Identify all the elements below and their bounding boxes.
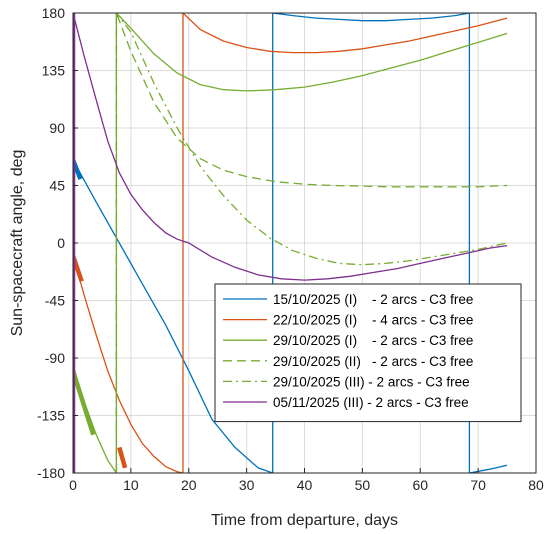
y-tick-label: 135 (42, 63, 66, 79)
y-tick-label: -180 (37, 465, 65, 481)
x-tick-label: 60 (412, 477, 428, 493)
y-tick-label: 0 (57, 235, 65, 251)
series-line-6 (73, 13, 508, 281)
legend-entry: 29/10/2025 (II) - 2 arcs - C3 free (273, 354, 473, 369)
y-tick-label: -45 (45, 293, 65, 309)
x-tick-label: 50 (355, 477, 371, 493)
thrust-arc-3 (117, 446, 128, 469)
ticks: 0 10 20 30 40 50 60 70 80 -180 -135 -90 -45 0 45 90 135 1… (37, 5, 544, 493)
x-tick-label: 30 (239, 477, 255, 493)
x-tick-label: 0 (69, 477, 77, 493)
legend-entry: 05/11/2025 (III) - 2 arcs - C3 free (273, 395, 469, 410)
y-tick-label: -135 (37, 408, 65, 424)
x-tick-label: 40 (297, 477, 313, 493)
series-line-5 (115, 13, 508, 473)
series-line-1 (73, 13, 508, 473)
legend-entry: 29/10/2025 (III) - 2 arcs - C3 free (273, 374, 470, 389)
thrust-arc-4 (73, 370, 96, 436)
y-tick-label: -90 (45, 350, 65, 366)
y-axis-label: Sun-spacecraft angle, deg (9, 150, 26, 337)
legend-box (214, 283, 522, 423)
legend-entry: 15/10/2025 (I) - 2 arcs - C3 free (273, 292, 473, 307)
x-axis-label: Time from departure, days (211, 512, 398, 529)
x-tick-label: 20 (181, 477, 197, 493)
y-tick-label: 45 (49, 178, 65, 194)
x-tick-label: 80 (528, 477, 544, 493)
legend: 15/10/2025 (I) - 2 arcs - C3 free 22/10/2… (214, 283, 522, 423)
x-tick-label: 10 (123, 477, 139, 493)
legend-entry: 29/10/2025 (I) - 2 arcs - C3 free (273, 333, 473, 348)
thrust-arcs-layer (73, 13, 128, 473)
series-line-3 (73, 13, 508, 473)
y-tick-label: 180 (42, 5, 66, 21)
series-line-2 (73, 13, 508, 473)
x-tick-label: 70 (470, 477, 486, 493)
series-line-4 (115, 13, 508, 473)
series-layer (73, 13, 508, 473)
legend-entry: 22/10/2025 (I) - 4 arcs - C3 free (273, 313, 473, 328)
y-tick-label: 90 (49, 120, 65, 136)
